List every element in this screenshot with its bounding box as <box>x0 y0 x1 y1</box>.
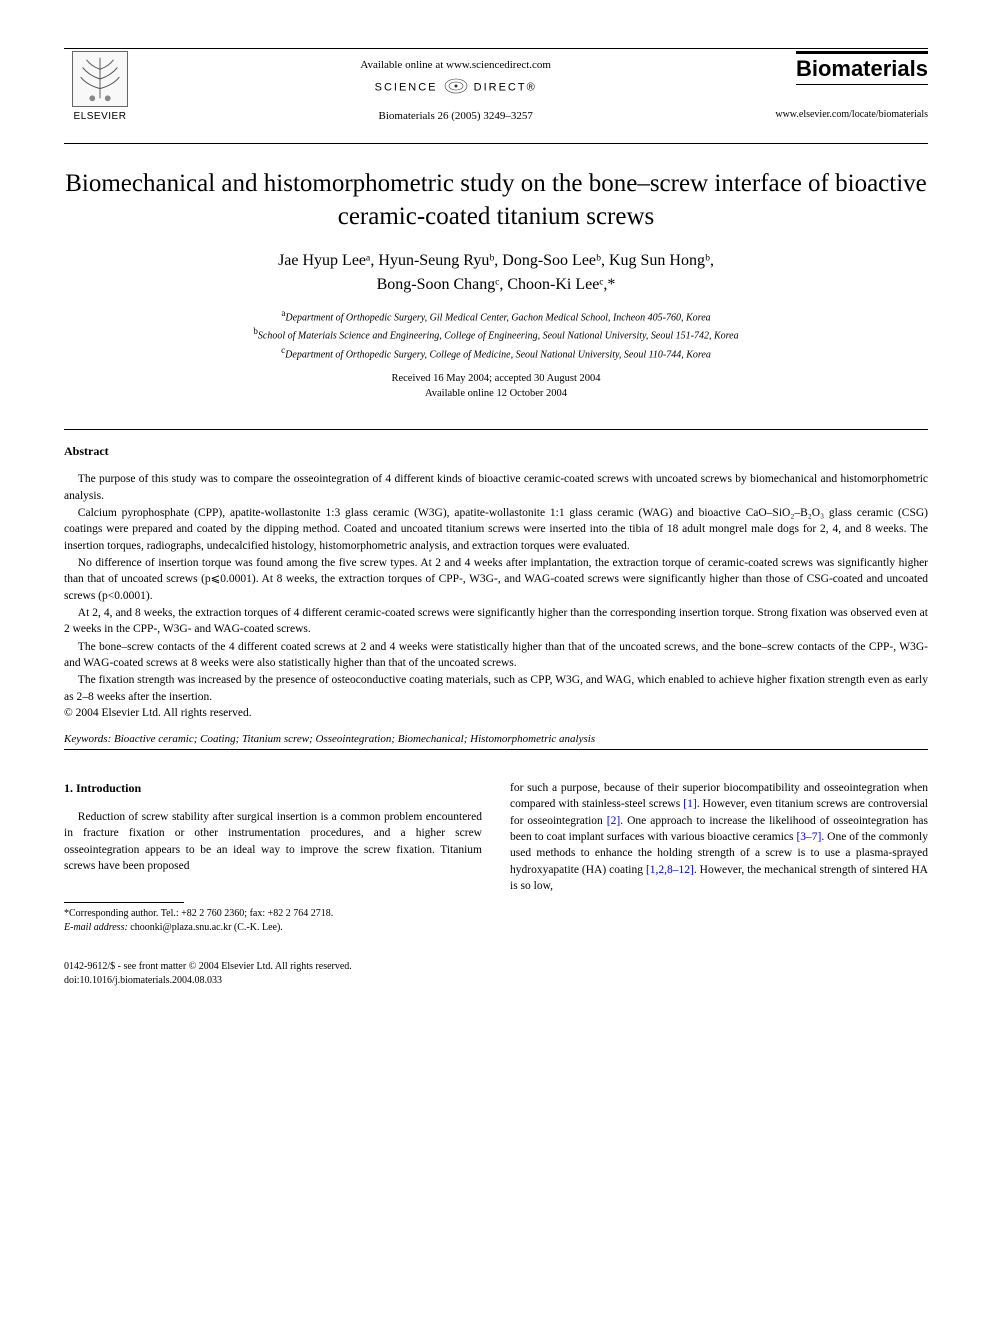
intro-col1-text: Reduction of screw stability after surgi… <box>64 809 482 874</box>
ref-link-1[interactable]: [1] <box>683 798 696 810</box>
email-value: choonki@plaza.snu.ac.kr (C.-K. Lee). <box>128 922 283 933</box>
abstract-p4: At 2, 4, and 8 weeks, the extraction tor… <box>64 605 928 638</box>
footnote-divider <box>64 902 184 903</box>
affiliation-a: Department of Orthopedic Surgery, Gil Me… <box>285 312 710 323</box>
intro-col2-text: for such a purpose, because of their sup… <box>510 780 928 894</box>
page-header: ELSEVIER Available online at www.science… <box>64 48 928 131</box>
affiliation-c: Department of Orthopedic Surgery, Colleg… <box>285 349 711 360</box>
right-column: for such a purpose, because of their sup… <box>510 780 928 987</box>
article-title: Biomechanical and histomorphometric stud… <box>64 168 928 233</box>
available-online-text: Available online at www.sciencedirect.co… <box>136 59 775 71</box>
abstract-heading: Abstract <box>64 444 928 459</box>
abstract-p3: No difference of insertion torque was fo… <box>64 555 928 604</box>
intro-heading: 1. Introduction <box>64 780 482 797</box>
body-columns: 1. Introduction Reduction of screw stabi… <box>64 780 928 987</box>
keywords-label: Keywords: <box>64 733 111 745</box>
abstract-top-divider <box>64 429 928 430</box>
abstract-bottom-divider <box>64 749 928 750</box>
article-dates: Received 16 May 2004; accepted 30 August… <box>64 372 928 401</box>
authors-line-2: Bong-Soon Changᶜ, Choon-Ki Leeᶜ,* <box>377 276 616 293</box>
elsevier-text: ELSEVIER <box>74 111 127 122</box>
ref-link-4[interactable]: [1,2,8–12] <box>646 864 694 876</box>
elsevier-logo: ELSEVIER <box>64 51 136 131</box>
journal-brand: Biomaterials www.elsevier.com/locate/bio… <box>775 51 928 120</box>
abstract-copyright: © 2004 Elsevier Ltd. All rights reserved… <box>64 707 928 719</box>
left-column: 1. Introduction Reduction of screw stabi… <box>64 780 482 987</box>
corr-author-line: *Corresponding author. Tel.: +82 2 760 2… <box>64 907 482 921</box>
header-center: Available online at www.sciencedirect.co… <box>136 51 775 122</box>
received-date: Received 16 May 2004; accepted 30 August… <box>391 373 600 384</box>
authors-line-1: Jae Hyup Leeᵃ, Hyun-Seung Ryuᵇ, Dong-Soo… <box>278 252 714 269</box>
keywords-text: Bioactive ceramic; Coating; Titanium scr… <box>111 733 595 745</box>
sd-swirl-icon <box>443 77 469 98</box>
abstract-body: The purpose of this study was to compare… <box>64 471 928 705</box>
abstract-p5: The bone–screw contacts of the 4 differe… <box>64 639 928 672</box>
affiliation-b: School of Materials Science and Engineer… <box>258 331 739 342</box>
journal-url[interactable]: www.elsevier.com/locate/biomaterials <box>775 109 928 120</box>
sd-text-1: SCIENCE <box>375 81 438 93</box>
corresponding-footnote: *Corresponding author. Tel.: +82 2 760 2… <box>64 907 482 934</box>
abstract-p2: Calcium pyrophosphate (CPP), apatite-wol… <box>64 505 928 554</box>
affiliations: aDepartment of Orthopedic Surgery, Gil M… <box>64 307 928 362</box>
elsevier-tree-icon <box>72 51 128 107</box>
ref-link-2[interactable]: [2] <box>607 815 620 827</box>
abstract-p1: The purpose of this study was to compare… <box>64 471 928 504</box>
abstract-p6: The fixation strength was increased by t… <box>64 672 928 705</box>
footer-line2: doi:10.1016/j.biomaterials.2004.08.033 <box>64 974 482 988</box>
online-date: Available online 12 October 2004 <box>425 388 567 399</box>
ref-link-3[interactable]: [3–7] <box>796 831 821 843</box>
email-label: E-mail address: <box>64 922 128 933</box>
authors: Jae Hyup Leeᵃ, Hyun-Seung Ryuᵇ, Dong-Soo… <box>64 249 928 297</box>
science-direct-logo: SCIENCE DIRECT® <box>136 77 775 98</box>
footer-line1: 0142-9612/$ - see front matter © 2004 El… <box>64 960 482 974</box>
page-footer: 0142-9612/$ - see front matter © 2004 El… <box>64 960 482 987</box>
header-divider <box>64 143 928 144</box>
journal-name: Biomaterials <box>796 51 928 85</box>
sd-text-2: DIRECT® <box>474 81 537 93</box>
journal-reference: Biomaterials 26 (2005) 3249–3257 <box>136 110 775 122</box>
keywords: Keywords: Bioactive ceramic; Coating; Ti… <box>64 733 928 745</box>
